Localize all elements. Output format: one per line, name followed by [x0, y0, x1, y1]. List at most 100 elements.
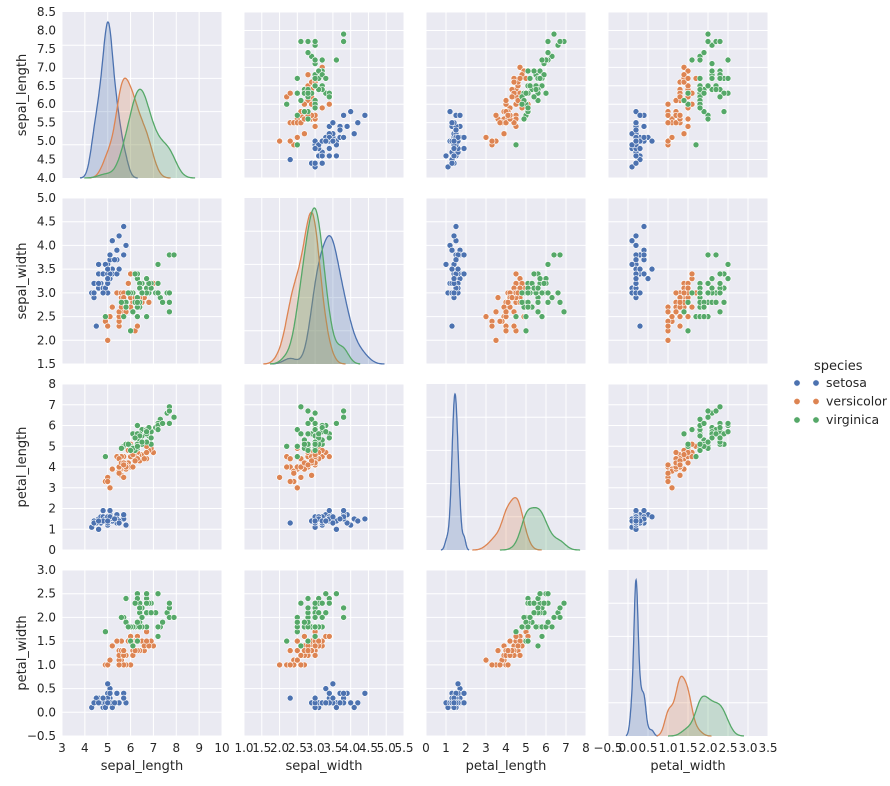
point-versicolor — [516, 75, 524, 82]
point-setosa — [329, 694, 337, 702]
point-setosa — [111, 256, 118, 264]
point-virginica — [524, 104, 532, 112]
point-versicolor — [293, 656, 301, 664]
point-virginica — [704, 438, 712, 446]
point-versicolor — [684, 82, 692, 90]
y-tick-label: 2 — [48, 502, 56, 516]
point-setosa — [460, 270, 468, 278]
point-versicolor — [293, 647, 301, 654]
point-versicolor — [508, 93, 516, 101]
point-setosa — [354, 699, 362, 707]
kde-fill-virginica — [84, 89, 196, 178]
point-versicolor — [304, 461, 312, 469]
point-virginica — [560, 308, 568, 316]
point-virginica — [166, 599, 173, 607]
point-versicolor — [115, 661, 123, 669]
kde-fill-versicolor — [263, 212, 346, 364]
point-virginica — [520, 115, 528, 123]
point-setosa — [104, 265, 111, 273]
panel-petal_width-vs-petal_length: 0 1 2 3 4 5 6 7 8 petal_length — [422, 569, 590, 774]
point-virginica — [700, 420, 708, 427]
kde-line-virginica — [499, 507, 581, 551]
point-versicolor — [141, 455, 148, 463]
point-setosa — [340, 112, 347, 119]
point-setosa — [325, 507, 333, 514]
point-setosa — [106, 507, 114, 514]
point-versicolor — [664, 322, 672, 330]
point-virginica — [684, 89, 692, 97]
point-virginica — [143, 275, 150, 282]
y-tick-label: 4 — [48, 460, 56, 474]
legend-label: versicolor — [826, 394, 888, 409]
kde-line-setosa — [440, 392, 470, 551]
point-setosa — [450, 289, 458, 297]
panel-sepal_length-vs-sepal_length: 4.0 4.5 5.0 5.5 6.0 6.5 7.0 7.5 8.0 8.5 sepal_leng… — [15, 5, 223, 185]
point-virginica — [538, 633, 546, 640]
point-virginica — [700, 303, 708, 311]
y-tick-label: −0.5 — [27, 729, 56, 743]
point-virginica — [120, 313, 127, 320]
y-tick-label: 8.5 — [37, 5, 56, 19]
point-versicolor — [680, 130, 688, 137]
point-virginica — [340, 30, 347, 38]
point-versicolor — [125, 280, 132, 287]
point-virginica — [322, 590, 330, 598]
point-versicolor — [684, 123, 692, 130]
point-virginica — [154, 590, 162, 598]
point-setosa — [354, 517, 362, 525]
point-versicolor — [115, 469, 123, 477]
point-virginica — [724, 420, 732, 427]
point-versicolor — [664, 308, 672, 316]
point-setosa — [329, 519, 337, 527]
point-setosa — [106, 251, 114, 259]
point-virginica — [512, 141, 520, 149]
y-axis-label: sepal_length — [15, 54, 30, 137]
point-virginica — [102, 628, 109, 636]
point-setosa — [361, 112, 369, 119]
point-virginica — [522, 327, 530, 335]
kde-line-virginica — [84, 88, 196, 179]
point-versicolor — [120, 461, 127, 469]
point-virginica — [134, 298, 141, 306]
point-virginica — [540, 599, 548, 607]
point-virginica — [524, 289, 532, 297]
point-virginica — [315, 430, 323, 438]
point-virginica — [536, 75, 544, 82]
kde-fill-setosa — [440, 394, 470, 550]
point-virginica — [147, 609, 155, 617]
point-virginica — [712, 407, 720, 415]
point-virginica — [325, 93, 333, 101]
y-tick-label: 8.0 — [37, 23, 56, 37]
point-setosa — [343, 123, 351, 130]
x-tick-label: 3.5 — [758, 741, 777, 755]
point-virginica — [696, 440, 704, 448]
point-virginica — [724, 428, 732, 436]
point-setosa — [311, 159, 319, 167]
point-virginica — [134, 442, 141, 450]
point-virginica — [311, 440, 319, 448]
y-tick-label: 8 — [48, 377, 56, 391]
point-setosa — [340, 507, 347, 514]
point-setosa — [460, 699, 468, 707]
kde-line-setosa — [270, 235, 385, 365]
point-virginica — [154, 261, 162, 268]
point-setosa — [632, 275, 640, 282]
panel-sepal_length-vs-sepal_width — [243, 11, 405, 179]
point-versicolor — [145, 298, 153, 306]
point-setosa — [99, 694, 107, 702]
point-virginica — [131, 599, 139, 607]
point-setosa — [450, 699, 458, 707]
y-tick-label: 6.5 — [37, 79, 56, 93]
point-virginica — [166, 308, 173, 316]
point-setosa — [640, 134, 648, 141]
point-virginica — [304, 38, 312, 45]
point-virginica — [311, 82, 319, 90]
point-virginica — [134, 618, 141, 626]
point-virginica — [708, 434, 716, 442]
y-axis-label: sepal_width — [15, 243, 30, 320]
y-tick-label: 1.5 — [37, 357, 56, 371]
point-setosa — [113, 689, 121, 697]
point-virginica — [530, 609, 538, 617]
point-versicolor — [286, 137, 294, 145]
point-versicolor — [680, 289, 688, 297]
